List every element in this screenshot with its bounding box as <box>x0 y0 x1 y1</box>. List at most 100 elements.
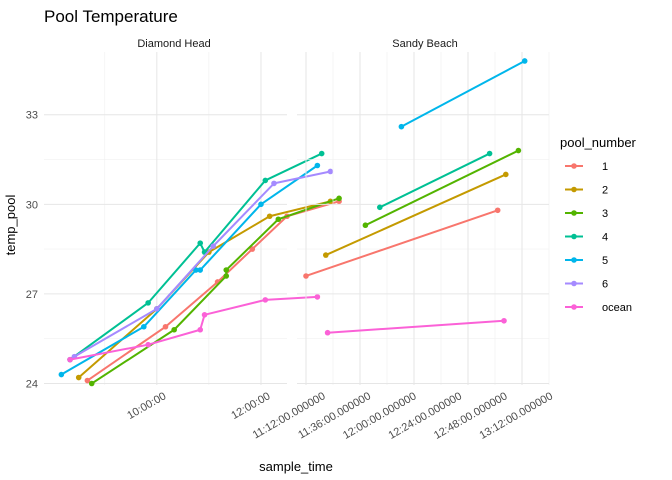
y-axis: 24 27 30 33 <box>26 110 38 391</box>
data-point-ocean <box>67 356 73 363</box>
legend: pool_number 1 2 3 4 5 6 ocean <box>560 135 637 314</box>
chart-title: Pool Temperature <box>44 7 178 26</box>
legend-key-point <box>571 280 577 287</box>
legend-key-point <box>571 257 577 263</box>
legend-key-point <box>571 210 577 216</box>
data-point-3 <box>336 195 342 202</box>
legend-item-5: 5 <box>565 255 608 267</box>
data-point-5 <box>141 323 147 330</box>
data-point-1 <box>84 377 91 384</box>
data-point-2 <box>266 213 273 220</box>
data-point-5 <box>314 162 321 169</box>
data-point-3 <box>223 273 230 279</box>
legend-label: 1 <box>602 161 608 173</box>
legend-key-point <box>571 186 577 193</box>
data-point-ocean <box>262 297 269 303</box>
series-line-ocean <box>327 319 505 334</box>
data-point-ocean <box>201 312 208 318</box>
series-ocean-sandy-beach <box>324 317 507 336</box>
data-point-ocean <box>314 294 321 300</box>
data-point-5 <box>258 201 264 208</box>
data-point-4 <box>262 177 269 184</box>
legend-key-point <box>571 163 577 169</box>
legend-item-4: 4 <box>565 232 608 244</box>
legend-label: ocean <box>602 302 632 314</box>
data-point-4 <box>318 150 325 157</box>
data-point-ocean <box>324 329 331 336</box>
data-point-3 <box>362 222 369 229</box>
series-6-diamond-head <box>71 168 334 360</box>
data-point-6 <box>210 243 217 249</box>
data-point-1 <box>249 246 256 252</box>
legend-label: 5 <box>602 255 608 267</box>
series-line-5 <box>60 164 318 376</box>
panel-title-sandy-beach: Sandy Beach <box>392 38 457 50</box>
data-point-2 <box>503 171 509 178</box>
data-point-1 <box>162 323 169 330</box>
legend-label: 6 <box>602 279 608 291</box>
data-point-5 <box>193 267 199 273</box>
series-line-5 <box>400 60 526 128</box>
legend-item-ocean: ocean <box>565 302 632 314</box>
legend-item-6: 6 <box>565 279 608 291</box>
series-ocean-diamond-head <box>67 294 321 363</box>
series-2-diamond-head <box>75 198 334 381</box>
data-point-5 <box>521 58 528 64</box>
series-1-diamond-head <box>84 198 342 384</box>
x-tick-label: 10:00:00 <box>125 390 168 422</box>
series-1-sandy-beach <box>303 207 501 279</box>
data-point-5 <box>197 267 204 273</box>
series-line-1 <box>86 200 340 382</box>
data-point-5 <box>58 371 65 378</box>
series-line-1 <box>305 209 499 277</box>
series-4-diamond-head <box>67 150 325 363</box>
series-line-3 <box>91 197 340 385</box>
panel-diamond-head: Diamond Head 10:00:00 12:00:00 <box>44 38 342 422</box>
series-5-sandy-beach <box>398 58 528 130</box>
data-point-ocean <box>145 341 151 348</box>
data-point-6 <box>271 180 277 187</box>
legend-label: 3 <box>602 208 608 220</box>
grid-sandy-beach <box>297 52 550 385</box>
data-point-5 <box>398 123 405 130</box>
series-line-ocean <box>69 295 318 361</box>
data-point-3 <box>223 267 230 273</box>
y-axis-title: temp_pool <box>3 195 18 256</box>
data-point-2 <box>323 252 329 258</box>
data-point-6 <box>154 306 160 312</box>
data-point-ocean <box>197 326 204 333</box>
legend-item-3: 3 <box>565 208 608 220</box>
data-point-6 <box>327 168 334 175</box>
y-tick-label: 24 <box>26 379 38 391</box>
data-point-3 <box>88 380 95 387</box>
grid-diamond-head <box>44 52 287 385</box>
series-line-4 <box>379 152 491 209</box>
y-tick-label: 27 <box>26 289 38 301</box>
data-point-3 <box>275 216 282 223</box>
data-point-3 <box>515 147 522 154</box>
panel-title-diamond-head: Diamond Head <box>137 38 210 50</box>
legend-label: 4 <box>602 232 608 244</box>
y-tick-label: 33 <box>26 110 38 122</box>
series-line-2 <box>325 173 507 256</box>
series-5-diamond-head <box>58 162 321 378</box>
legend-title: pool_number <box>560 135 637 150</box>
series-2-sandy-beach <box>323 171 509 258</box>
legend-key-point <box>571 233 577 240</box>
series-line-3 <box>364 149 519 227</box>
data-point-4 <box>486 150 493 157</box>
data-point-1 <box>494 207 501 214</box>
data-point-1 <box>303 273 309 279</box>
series-line-4 <box>69 152 323 361</box>
panel-sandy-beach: Sandy Beach 11:12:00.00000011:36:00.0000… <box>251 38 555 442</box>
data-point-4 <box>377 204 383 211</box>
data-point-4 <box>145 300 151 306</box>
legend-item-1: 1 <box>565 161 608 173</box>
legend-key-point <box>571 304 577 310</box>
y-tick-label: 30 <box>26 199 38 211</box>
series-3-sandy-beach <box>362 147 522 229</box>
x-axis-title: sample_time <box>259 459 333 474</box>
data-point-3 <box>171 326 177 333</box>
data-point-2 <box>75 374 82 381</box>
